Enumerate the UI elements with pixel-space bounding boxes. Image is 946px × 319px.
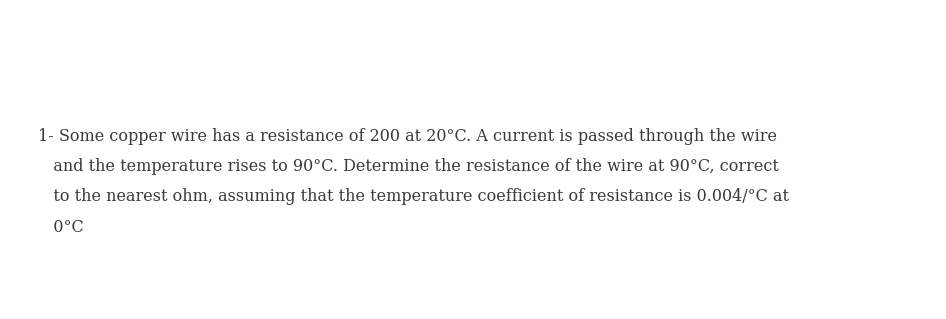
Text: and the temperature rises to 90°C. Determine the resistance of the wire at 90°C,: and the temperature rises to 90°C. Deter… xyxy=(38,158,779,175)
Text: to the nearest ohm, assuming that the temperature coefficient of resistance is 0: to the nearest ohm, assuming that the te… xyxy=(38,188,789,205)
Text: 1- Some copper wire has a resistance of 200 at 20°C. A current is passed through: 1- Some copper wire has a resistance of … xyxy=(38,128,777,145)
Text: 0°C: 0°C xyxy=(38,219,83,235)
